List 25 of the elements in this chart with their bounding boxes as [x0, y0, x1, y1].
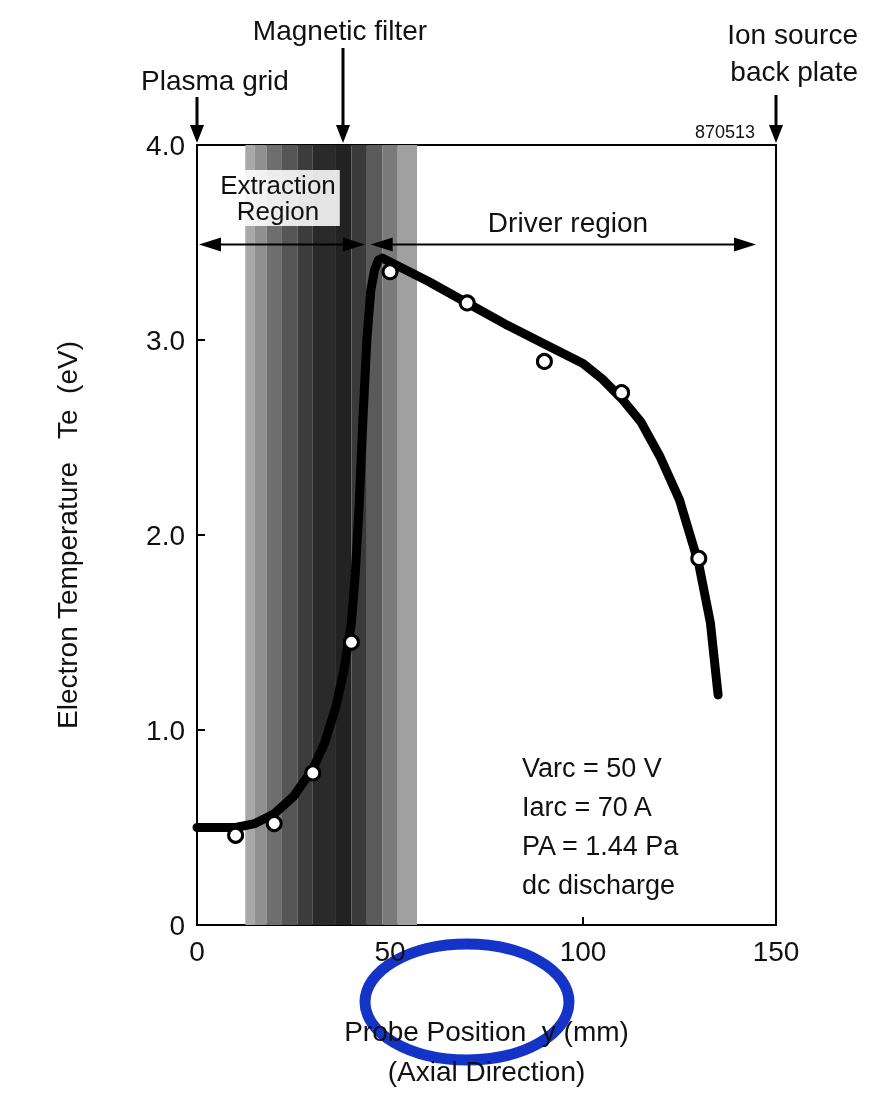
- point: [613, 384, 631, 402]
- x-tick-label: 50: [374, 935, 406, 967]
- y-tick-label: 1.0: [146, 714, 185, 746]
- x-tick-label: 100: [559, 935, 607, 967]
- y-axis-title: Electron Temperature Te (eV): [51, 340, 83, 730]
- point: [458, 294, 476, 312]
- annotation: Extraction Region: [220, 170, 336, 226]
- point: [342, 633, 360, 651]
- x-tick-label: 0: [189, 935, 205, 967]
- text: Magnetic filter: [252, 14, 428, 46]
- annotation: Driver region: [487, 206, 649, 238]
- annotation: Varc = 50 V Iarc = 70 A PA = 1.44 Pa dc discharge: [522, 752, 680, 900]
- point: [265, 815, 283, 833]
- text: 870513: [694, 122, 755, 142]
- y-tick-label: 2.0: [146, 519, 185, 551]
- y-tick-label: 0: [169, 909, 185, 941]
- text: Plasma grid: [141, 64, 289, 96]
- point: [381, 263, 399, 281]
- point: [304, 764, 322, 782]
- point: [690, 549, 708, 567]
- x-tick-label: 150: [752, 935, 800, 967]
- text: Ion source back plate: [727, 19, 858, 87]
- y-tick-label: 4.0: [146, 129, 185, 161]
- y-tick-label: 3.0: [146, 324, 185, 356]
- point: [535, 352, 553, 370]
